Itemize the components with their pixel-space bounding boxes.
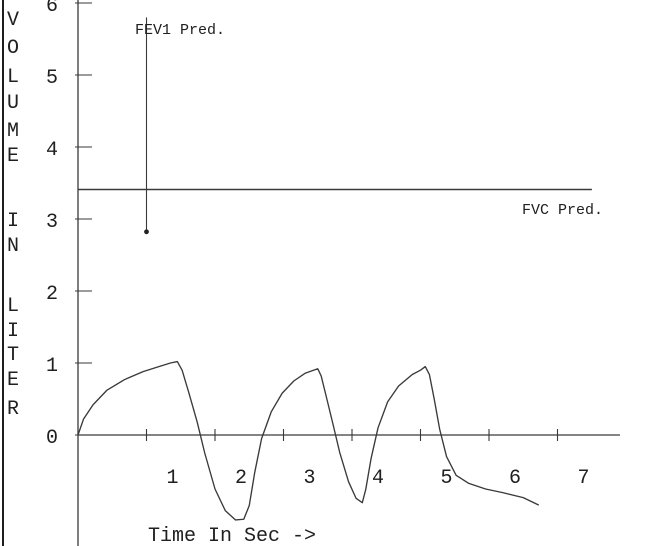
x-tick-label-5: 5: [441, 467, 453, 490]
y-axis-title-letter-1: O: [7, 37, 19, 60]
x-tick-label-7: 7: [578, 467, 590, 490]
fev1-pred-label: FEV1 Pred.: [135, 22, 225, 39]
x-tick-label-2: 2: [235, 467, 247, 490]
y-axis-title-letter-0: V: [7, 9, 19, 32]
y-axis-title-letter-3: U: [7, 92, 19, 115]
y-axis-title-letter-5: E: [7, 145, 19, 168]
y-tick-label-5: 5: [46, 67, 58, 90]
volume-curve: [77, 360, 539, 521]
y-axis-title-letter-8: L: [7, 295, 19, 318]
y-axis-title-letter-10: T: [7, 344, 19, 367]
y-tick-label-2: 2: [46, 283, 58, 306]
y-axis-title-letter-11: E: [7, 369, 19, 392]
y-axis-title-letter-4: M: [7, 120, 19, 143]
y-tick-label-3: 3: [46, 211, 58, 234]
y-tick-label-4: 4: [46, 139, 58, 162]
y-axis-title-letter-2: L: [7, 66, 19, 89]
x-tick-label-1: 1: [167, 467, 179, 490]
left-border-line: [2, 0, 4, 546]
y-tick-label-1: 1: [46, 355, 58, 378]
y-tick-label-0: 0: [46, 427, 58, 450]
y-tick-label-6: 6: [46, 0, 58, 18]
fvc-pred-label: FVC Pred.: [522, 202, 603, 219]
y-axis-title-letter-12: R: [7, 398, 19, 421]
fev1-pred-point: [144, 229, 149, 235]
y-axis-title-letter-9: I: [7, 320, 19, 343]
y-axis-title-letter-7: N: [7, 235, 19, 258]
x-axis-title: Time In Sec ->: [148, 525, 316, 546]
x-tick-label-6: 6: [509, 467, 521, 490]
x-tick-label-3: 3: [304, 467, 316, 490]
x-tick-label-4: 4: [372, 467, 384, 490]
y-axis-title-letter-6: I: [7, 210, 19, 233]
